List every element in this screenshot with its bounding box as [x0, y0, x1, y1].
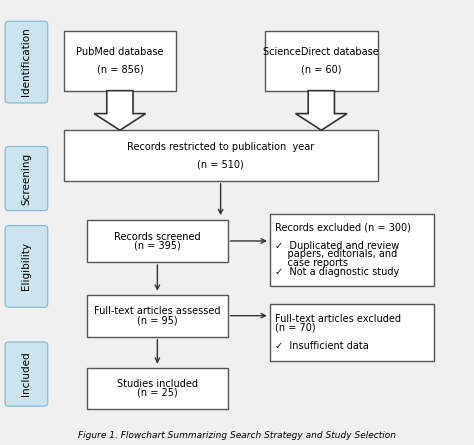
FancyBboxPatch shape	[5, 342, 48, 406]
Bar	[64, 31, 176, 91]
Text: ✓  Insufficient data: ✓ Insufficient data	[275, 340, 369, 351]
Text: (n = 395): (n = 395)	[134, 241, 181, 251]
Bar	[64, 130, 377, 181]
Polygon shape	[296, 91, 347, 130]
Bar	[270, 214, 434, 286]
Text: Full-text articles excluded: Full-text articles excluded	[275, 314, 401, 324]
Text: ScienceDirect database: ScienceDirect database	[264, 47, 379, 57]
Text: ✓  Duplicated and review: ✓ Duplicated and review	[275, 241, 400, 251]
Bar	[87, 368, 228, 409]
Bar	[265, 31, 377, 91]
Polygon shape	[94, 91, 146, 130]
Text: (n = 95): (n = 95)	[137, 315, 178, 325]
Text: Identification: Identification	[21, 28, 31, 97]
Text: PubMed database: PubMed database	[76, 47, 164, 57]
Text: Included: Included	[21, 352, 31, 396]
Text: papers, editorials, and: papers, editorials, and	[275, 249, 398, 259]
Text: Records screened: Records screened	[114, 232, 201, 242]
Text: Records excluded (n = 300): Records excluded (n = 300)	[275, 223, 411, 233]
Text: Figure 1. Flowchart Summarizing Search Strategy and Study Selection: Figure 1. Flowchart Summarizing Search S…	[78, 431, 396, 440]
Text: Full-text articles assessed: Full-text articles assessed	[94, 307, 220, 316]
Text: case reports: case reports	[275, 258, 348, 268]
Text: (n = 70): (n = 70)	[275, 323, 316, 333]
Bar	[270, 304, 434, 361]
FancyBboxPatch shape	[5, 146, 48, 210]
Text: (n = 60): (n = 60)	[301, 65, 342, 75]
Text: Eligibility: Eligibility	[21, 243, 31, 291]
Bar	[87, 220, 228, 262]
Text: (n = 25): (n = 25)	[137, 388, 178, 398]
Text: Records restricted to publication  year: Records restricted to publication year	[127, 142, 314, 152]
Text: (n = 856): (n = 856)	[97, 65, 143, 75]
Text: Studies included: Studies included	[117, 379, 198, 389]
Text: ✓  Not a diagnostic study: ✓ Not a diagnostic study	[275, 267, 400, 277]
Text: (n = 510): (n = 510)	[197, 159, 244, 169]
Text: Screening: Screening	[21, 153, 31, 205]
FancyBboxPatch shape	[5, 226, 48, 307]
Bar	[87, 295, 228, 337]
FancyBboxPatch shape	[5, 21, 48, 103]
